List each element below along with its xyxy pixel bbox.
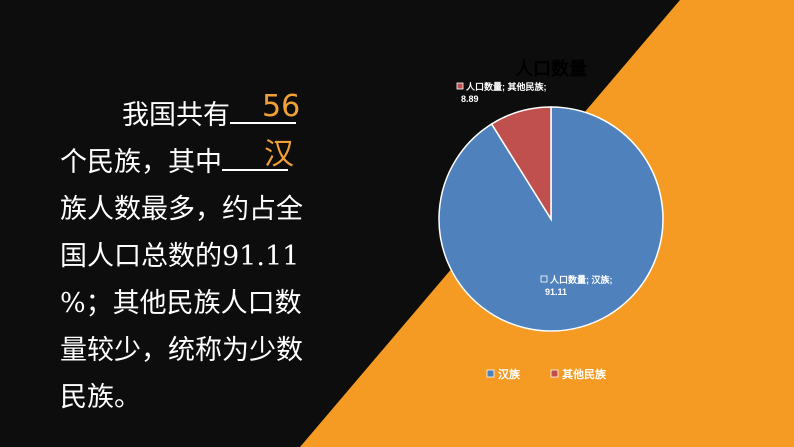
question-text: 我国共有 个民族，其中 族人数最多，约占全 国人口总数的91.11 %；其他民族… [60,92,340,421]
data-label-han-line1: 人口数量; 汉族; [549,274,613,285]
answer-blank-count[interactable] [230,100,296,124]
text-line-4: 国人口总数的91.11 [60,241,300,272]
data-label-others-line2: 8.89 [461,94,479,104]
legend-swatch-others [550,369,559,378]
data-label-key-others [456,82,464,90]
answer-count: 56 [262,89,301,124]
legend-label-others: 其他民族 [562,367,607,381]
data-label-others-line1: 人口数量; 其他民族; [465,81,547,92]
legend-swatch-han [486,369,495,378]
data-label-han-line2: 91.11 [545,287,567,297]
text-line-1-content: 我国共有 [122,100,230,131]
chart-title: 人口数量 [515,58,587,79]
text-line-1: 我国共有 [60,92,340,139]
pie-slice-others [490,106,552,222]
text-line-7: 民族。 [60,382,141,413]
text-line-5: %；其他民族人口数 [60,288,302,319]
answer-han: 汉 [264,137,294,172]
answer-blank-han[interactable] [222,147,288,171]
text-line-3: 族人数最多，约占全 [60,194,303,225]
data-label-key-han [540,275,548,283]
text-line-6: 量较少，统称为少数 [60,335,303,366]
text-line-2-content: 个民族，其中 [60,147,222,178]
text-line-2: 个民族，其中 [60,139,340,186]
legend-label-han: 汉族 [498,367,521,381]
